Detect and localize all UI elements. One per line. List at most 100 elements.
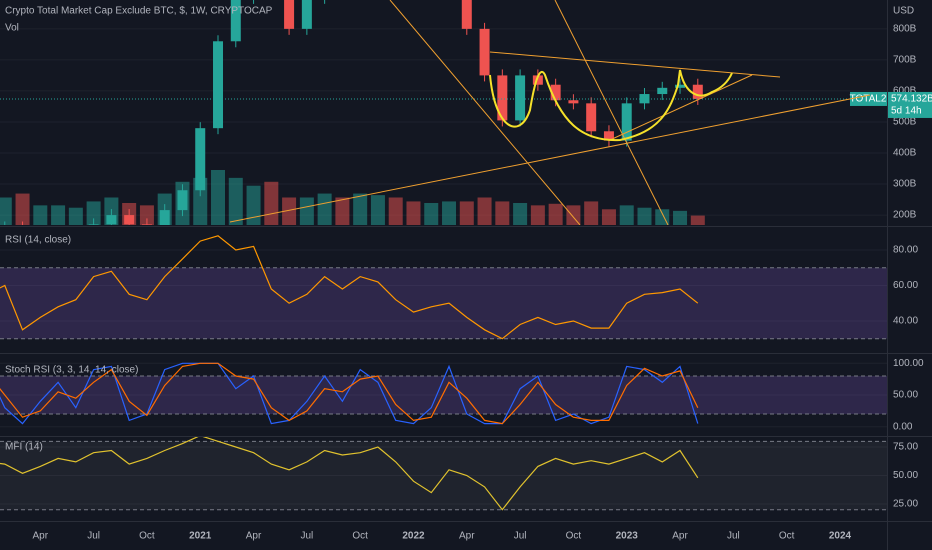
series-tag bbox=[850, 91, 887, 106]
y-tick-label: 80.00 bbox=[893, 245, 918, 256]
candle bbox=[621, 103, 632, 141]
y-tick-label: 100.00 bbox=[893, 358, 924, 369]
volume-bar bbox=[388, 197, 403, 225]
y-tick-label: 25.00 bbox=[893, 499, 918, 510]
x-tick-label: 2024 bbox=[829, 531, 852, 542]
volume-bar bbox=[335, 197, 350, 225]
x-tick-label: Apr bbox=[672, 531, 688, 542]
trend-line bbox=[609, 74, 753, 141]
x-tick-label: Oct bbox=[779, 531, 795, 542]
chart-title: Crypto Total Market Cap Exclude BTC, $, … bbox=[5, 6, 273, 17]
volume-bar bbox=[264, 181, 279, 225]
x-tick-label: 2023 bbox=[616, 531, 639, 542]
candle bbox=[301, 0, 312, 29]
trend-line bbox=[489, 51, 781, 78]
x-tick-label: Oct bbox=[139, 531, 155, 542]
drawings bbox=[229, 0, 871, 225]
volume-bar bbox=[424, 203, 439, 225]
x-tick-label: Oct bbox=[566, 531, 582, 542]
x-tick-label: Jul bbox=[514, 531, 527, 542]
volume-bar bbox=[68, 207, 83, 225]
y-tick-label: 75.00 bbox=[893, 442, 918, 453]
pane-title: RSI (14, close) bbox=[5, 235, 71, 246]
volume-bar bbox=[33, 205, 48, 225]
y-tick-label: 60.00 bbox=[893, 280, 918, 291]
candle bbox=[230, 0, 241, 42]
volume-bar bbox=[246, 185, 261, 225]
candle bbox=[195, 128, 206, 191]
axis-unit: USD bbox=[893, 6, 914, 17]
candle bbox=[675, 84, 686, 88]
volume-bar bbox=[548, 203, 563, 225]
trend-line bbox=[554, 0, 669, 225]
y-tick-label: 0.00 bbox=[893, 421, 913, 432]
volume-bar bbox=[370, 195, 385, 225]
candle bbox=[106, 215, 117, 225]
x-tick-label: 2021 bbox=[189, 531, 212, 542]
volume-bar bbox=[673, 210, 688, 225]
volume-bar bbox=[15, 193, 30, 225]
x-tick-label: Apr bbox=[459, 531, 475, 542]
volume-bar bbox=[211, 170, 226, 225]
y-tick-label: 50.00 bbox=[893, 390, 918, 401]
band-fill bbox=[0, 441, 887, 510]
candle bbox=[284, 0, 295, 29]
candle bbox=[639, 94, 650, 104]
price-tag bbox=[888, 91, 932, 118]
y-tick-label: 800B bbox=[893, 24, 917, 35]
y-tick-label: 200B bbox=[893, 210, 917, 221]
x-tick-label: Apr bbox=[33, 531, 49, 542]
series-line bbox=[0, 437, 699, 511]
pane bbox=[0, 437, 887, 511]
volume-bar bbox=[86, 201, 101, 225]
volume-bar bbox=[477, 197, 492, 225]
candle bbox=[461, 0, 472, 29]
volume-bar bbox=[228, 177, 243, 225]
volume-bar bbox=[530, 205, 545, 225]
candle bbox=[177, 190, 188, 211]
x-tick-label: 2022 bbox=[402, 531, 425, 542]
candle bbox=[568, 100, 579, 104]
candle bbox=[213, 41, 224, 129]
pane-title: MFI (14) bbox=[5, 442, 43, 453]
x-tick-label: Jul bbox=[87, 531, 100, 542]
candle bbox=[159, 210, 170, 225]
volume-bar bbox=[637, 207, 652, 225]
cup-drawing bbox=[489, 69, 733, 142]
candle bbox=[479, 28, 490, 76]
volume-bar bbox=[282, 197, 297, 225]
volume-bar bbox=[566, 205, 581, 225]
candle bbox=[692, 84, 703, 99]
volume-bar bbox=[353, 193, 368, 225]
pane-title: Stoch RSI (3, 3, 14, 14, close) bbox=[5, 365, 138, 376]
y-tick-label: 600B bbox=[893, 86, 917, 97]
x-tick-label: Apr bbox=[246, 531, 262, 542]
candle bbox=[124, 215, 135, 225]
trend-line bbox=[389, 0, 581, 225]
y-tick-label: 50.00 bbox=[893, 470, 918, 481]
volume-label: Vol bbox=[5, 23, 19, 34]
volume-bar bbox=[299, 197, 314, 225]
band-fill bbox=[0, 267, 887, 339]
y-tick-label: 300B bbox=[893, 179, 917, 190]
volume-bar bbox=[442, 201, 457, 225]
candle bbox=[88, 224, 99, 225]
series-name: TOTAL2 bbox=[850, 94, 887, 105]
y-tick-label: 40.00 bbox=[893, 316, 918, 327]
series-line bbox=[0, 235, 699, 340]
volume-bar bbox=[139, 205, 154, 225]
countdown: 5d 14h bbox=[891, 106, 922, 117]
volume-bar bbox=[584, 201, 599, 225]
candle bbox=[497, 75, 508, 121]
candle bbox=[141, 224, 152, 225]
price-label: 574.132B bbox=[891, 94, 932, 105]
volume-bar bbox=[690, 215, 705, 225]
volume-bar bbox=[51, 205, 66, 225]
candle bbox=[550, 84, 561, 101]
candle bbox=[657, 87, 668, 95]
volume-bar bbox=[459, 201, 474, 225]
